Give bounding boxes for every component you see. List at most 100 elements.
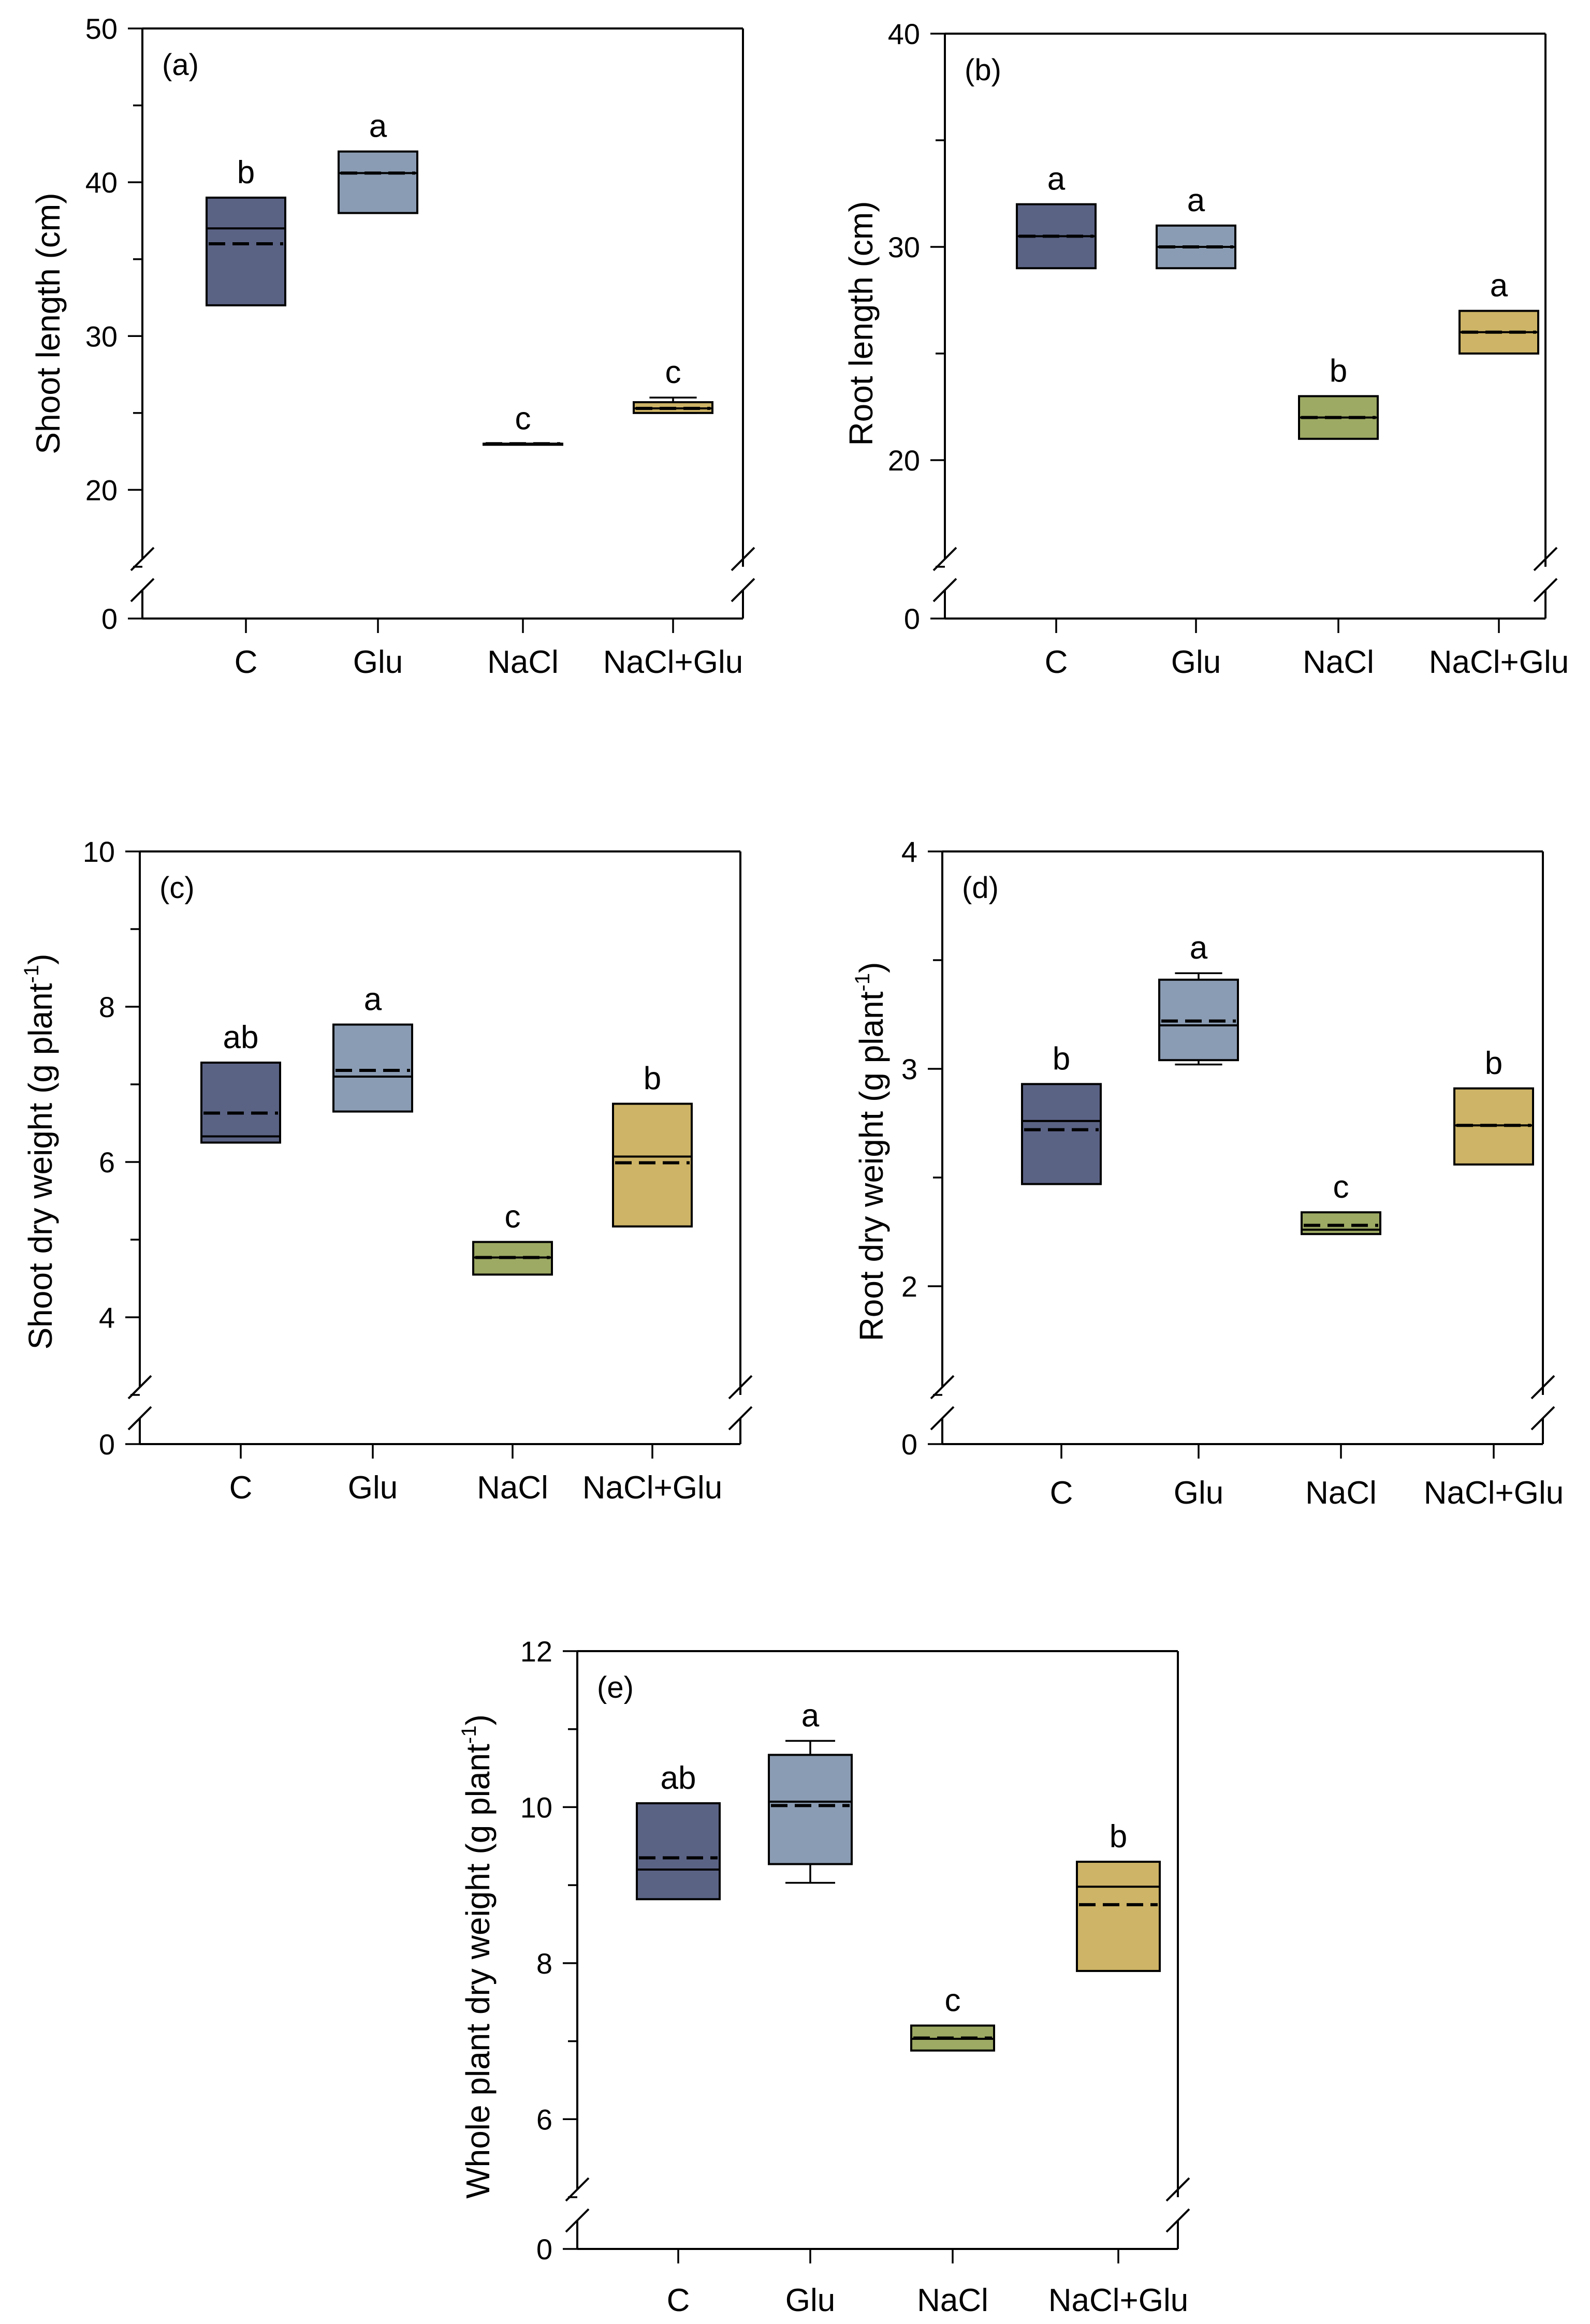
- x-category-label: Glu: [1174, 1475, 1223, 1511]
- y-axis-title-sup: -1: [851, 973, 874, 992]
- y-tick-label: 10: [83, 835, 115, 868]
- y-axis-title-end: ): [853, 962, 890, 973]
- y-tick-label: 20: [85, 474, 118, 506]
- y-axis-title: Shoot length (cm): [30, 193, 67, 454]
- y-tick-label: 3: [901, 1053, 917, 1085]
- x-category-label: NaCl+Glu: [1048, 2283, 1189, 2318]
- significance-letter: c: [665, 355, 681, 390]
- y-tick-label: 40: [85, 166, 118, 199]
- panel-label: (d): [962, 871, 999, 905]
- x-category-label: Glu: [1171, 644, 1221, 680]
- axis-break-mark: [1530, 1375, 1555, 1400]
- significance-letter: a: [369, 109, 387, 144]
- y-axis-title-end: ): [22, 954, 59, 965]
- significance-letter: b: [1485, 1046, 1503, 1081]
- axis-break-mark: [731, 578, 755, 602]
- significance-letter: b: [1053, 1041, 1070, 1077]
- y-tick-label: 30: [85, 320, 118, 352]
- y-tick-label: 4: [901, 835, 917, 868]
- x-category-label: NaCl+Glu: [1429, 644, 1569, 680]
- y-tick-label: 30: [888, 231, 920, 263]
- significance-letter: a: [1047, 161, 1066, 197]
- axis-break-mark: [127, 1406, 152, 1431]
- significance-letter: ab: [223, 1020, 259, 1055]
- y-axis-title-sup: -1: [20, 965, 43, 983]
- significance-letter: a: [801, 1698, 820, 1733]
- y-tick-label: 0: [901, 1428, 917, 1461]
- significance-letter: b: [1330, 353, 1347, 389]
- x-category-label: NaCl: [477, 1470, 548, 1506]
- x-category-label: C: [667, 2283, 690, 2318]
- x-category-label: Glu: [348, 1470, 398, 1506]
- y-axis-title: Root length (cm): [842, 201, 880, 446]
- box-nacl: [1301, 1211, 1381, 1235]
- y-tick-label: 2: [901, 1270, 917, 1303]
- axis-break-mark: [1530, 1406, 1555, 1431]
- axis-break-mark: [130, 578, 155, 602]
- y-tick-label: 10: [520, 1791, 552, 1823]
- y-axis-title: Root dry weight (g plant-1): [851, 962, 890, 1342]
- y-axis-title-end: ): [459, 1714, 497, 1725]
- box-c: [200, 1062, 281, 1144]
- significance-letter: c: [945, 1982, 961, 2018]
- x-category-label: Glu: [353, 644, 403, 680]
- chart-panel: 20 30 40 50 0 Shoot length (cm) (a) Cb Glu a NaCl c…: [30, 12, 755, 680]
- axis-break-mark: [565, 2208, 590, 2233]
- significance-letter: c: [1333, 1169, 1349, 1205]
- box-c: [636, 1802, 721, 1901]
- y-tick-label: 8: [99, 991, 115, 1023]
- x-category-label: C: [1045, 644, 1068, 680]
- significance-letter: b: [644, 1061, 661, 1097]
- box-nacl-plus-glu: [1076, 1860, 1161, 1972]
- y-tick-label: 0: [99, 1428, 115, 1461]
- y-tick-label: 40: [888, 18, 920, 50]
- y-tick-label: 50: [85, 12, 118, 45]
- y-tick-label: 12: [520, 1635, 552, 1668]
- significance-letter: c: [515, 401, 531, 436]
- y-axis-title: Whole plant dry weight (g plant-1): [458, 1714, 497, 2199]
- box-glu: [768, 1754, 853, 1865]
- x-category-label: NaCl+Glu: [1424, 1475, 1564, 1511]
- significance-letter: a: [1187, 183, 1205, 218]
- panel-label: (e): [597, 1671, 634, 1704]
- y-tick-label: 0: [536, 2233, 552, 2266]
- axis-break-mark: [1533, 547, 1558, 571]
- box-glu: [338, 150, 418, 214]
- box-nacl-plus-glu: [612, 1102, 693, 1228]
- significance-letter: b: [1110, 1819, 1127, 1855]
- y-tick-label: 0: [904, 602, 920, 635]
- y-tick-label: 6: [536, 2103, 552, 2136]
- x-category-label: C: [229, 1470, 253, 1506]
- axis-break-mark: [1533, 578, 1558, 602]
- x-category-label: NaCl+Glu: [603, 644, 743, 680]
- significance-letter: b: [237, 155, 255, 190]
- significance-letter: a: [364, 982, 382, 1018]
- y-axis-title-sup: -1: [458, 1726, 480, 1744]
- axis-break-mark: [728, 1375, 753, 1400]
- axis-break-mark: [1165, 2208, 1190, 2233]
- y-tick-label: 6: [99, 1146, 115, 1179]
- significance-letter: ab: [661, 1760, 696, 1796]
- panel-label: (c): [159, 871, 195, 905]
- y-tick-label: 8: [536, 1947, 552, 1980]
- x-category-label: C: [235, 644, 258, 680]
- y-tick-label: 0: [101, 602, 118, 635]
- significance-letter: a: [1190, 930, 1208, 966]
- chart-panel: 6 8 10 12 0 Whole plant dry weight (g plant-1…: [458, 1635, 1190, 2318]
- panel-label: (b): [965, 53, 1001, 87]
- x-category-label: NaCl: [917, 2283, 988, 2318]
- significance-letter: c: [505, 1199, 521, 1235]
- y-tick-label: 20: [888, 444, 920, 477]
- x-category-label: NaCl+Glu: [582, 1470, 723, 1506]
- axis-break-mark: [1165, 2177, 1190, 2202]
- box-glu: [332, 1023, 413, 1113]
- x-category-label: NaCl: [1303, 644, 1374, 680]
- axis-break-mark: [932, 578, 957, 602]
- axis-break-mark: [731, 547, 755, 571]
- box-c: [206, 196, 286, 306]
- panel-label: (a): [162, 48, 199, 82]
- y-axis-title: Shoot dry weight (g plant-1): [20, 954, 59, 1350]
- x-category-label: Glu: [785, 2283, 835, 2318]
